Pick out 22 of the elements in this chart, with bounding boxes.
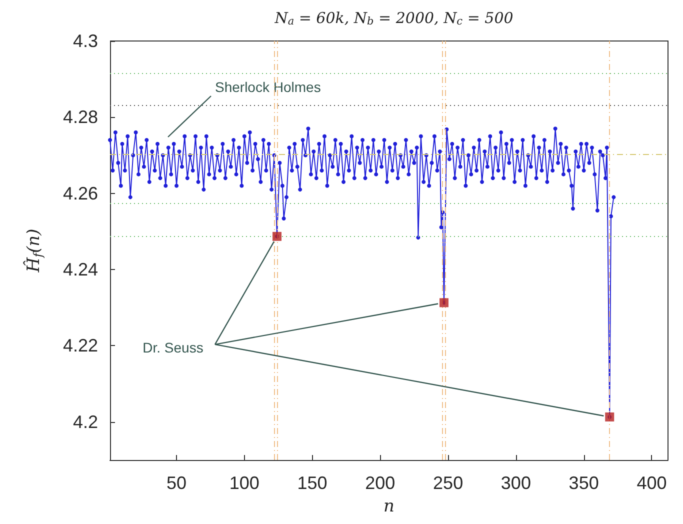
x-tick-label: 400: [636, 473, 667, 493]
y-tick-label: 4.28: [62, 107, 98, 128]
y-tick-label: 4.26: [62, 183, 98, 204]
y-tick-label: 4.22: [62, 336, 98, 356]
x-tick-label: 250: [433, 473, 464, 493]
x-tick-label: 50: [166, 473, 187, 493]
y-axis-title: Ĥf(n): [23, 228, 45, 274]
point: [272, 232, 282, 241]
x-tick-label: 150: [297, 473, 328, 493]
x-tick-label: 200: [365, 473, 396, 493]
point: [605, 412, 614, 422]
x-tick-label: 350: [568, 473, 599, 493]
y-tick-label: 4.24: [62, 260, 98, 280]
annotation: Dr. Seuss: [142, 339, 204, 356]
point: [439, 298, 448, 308]
y-tick-label: 4.2: [72, 412, 98, 432]
x-axis-title: n: [384, 496, 394, 516]
y-tick-label: 4.3: [72, 31, 98, 51]
annotation: Sherlock Holmes: [215, 79, 321, 95]
chart-title: Na = 60k, Nb = 2000, Nc = 500: [274, 8, 514, 28]
x-tick-label: 100: [229, 473, 260, 493]
x-tick-label: 300: [500, 473, 531, 493]
